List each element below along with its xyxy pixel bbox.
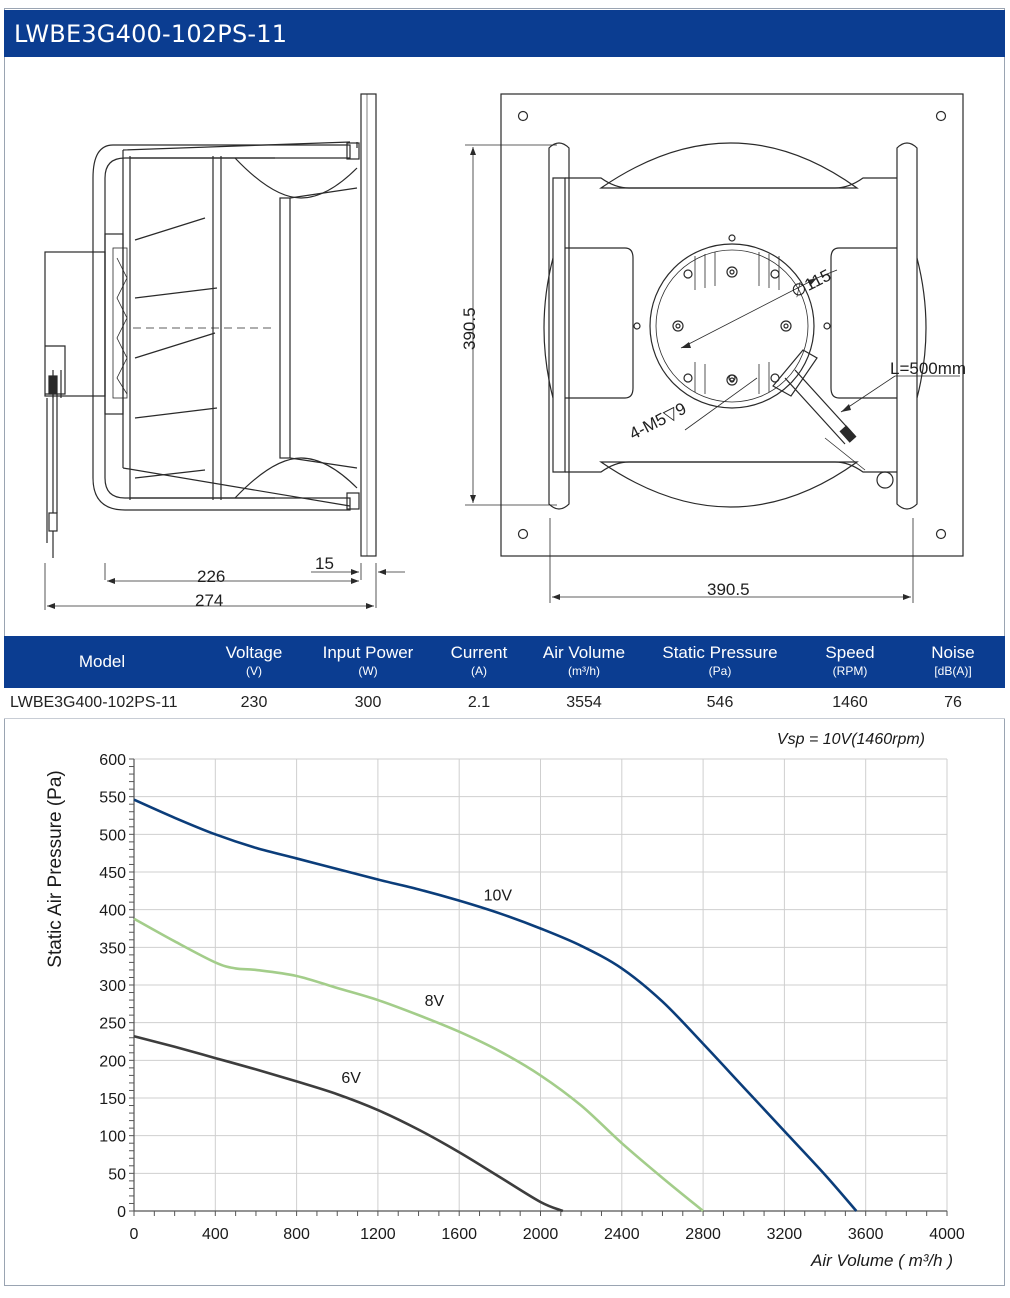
spec-table-header: Model Voltage (V) Input Power (W) Curren… xyxy=(4,636,1005,688)
y-tick-600: 600 xyxy=(99,752,126,769)
series-line-10V xyxy=(133,798,858,1212)
x-tick-0: 0 xyxy=(130,1226,139,1243)
col-static-pressure: Static Pressure (Pa) xyxy=(662,643,778,678)
y-tick-350: 350 xyxy=(99,940,126,957)
series-label-10V: 10V xyxy=(484,888,513,905)
y-tick-150: 150 xyxy=(99,1091,126,1108)
cell-voltage: 230 xyxy=(240,694,268,711)
col-noise: Noise [dB(A)] xyxy=(931,643,975,678)
x-tick-3600: 3600 xyxy=(848,1226,884,1243)
col-speed: Speed (RPM) xyxy=(825,643,875,678)
y-axis-label: Static Air Pressure (Pa) xyxy=(45,770,66,967)
y-tick-500: 500 xyxy=(99,827,126,844)
x-tick-2400: 2400 xyxy=(604,1226,640,1243)
col-voltage: Voltage (V) xyxy=(225,643,283,678)
col-current: Current (A) xyxy=(450,643,508,678)
x-tick-labels: 0 400 800 1200 1600 2000 2400 2800 3200 3600 4000 xyxy=(130,1226,965,1243)
y-tick-550: 550 xyxy=(99,790,126,807)
cell-model: LWBE3G400-102PS-11 xyxy=(10,694,178,711)
y-tick-50: 50 xyxy=(108,1166,126,1183)
cell-input-power: 300 xyxy=(354,694,382,711)
chart-grid xyxy=(133,758,948,1212)
x-tick-1200: 1200 xyxy=(360,1226,396,1243)
col-input-power: Input Power (W) xyxy=(322,643,414,678)
series-line-8V xyxy=(133,917,704,1213)
dim-height-label: 390.5 xyxy=(460,307,479,350)
col-air-volume: Air Volume (m³/h) xyxy=(542,643,626,678)
y-tick-100: 100 xyxy=(99,1129,126,1146)
cell-noise: 76 xyxy=(944,694,962,711)
side-view xyxy=(44,93,405,610)
y-tick-250: 250 xyxy=(99,1016,126,1033)
diameter-label: ∅115 xyxy=(788,266,834,302)
dim-274-label: 274 xyxy=(195,591,223,610)
cell-air-volume: 3554 xyxy=(566,694,602,711)
chart-minor-ticks xyxy=(129,758,948,1216)
series-label-8V: 8V xyxy=(425,993,445,1010)
mount-holes xyxy=(672,266,792,386)
y-tick-labels: 0 50 100 150 200 250 300 350 400 450 500 550 600 xyxy=(99,752,126,1221)
dim-226-label: 226 xyxy=(197,567,225,586)
cell-current: 2.1 xyxy=(467,694,491,711)
x-tick-4000: 4000 xyxy=(929,1226,965,1243)
y-tick-300: 300 xyxy=(99,978,126,995)
x-tick-1600: 1600 xyxy=(441,1226,477,1243)
front-view xyxy=(465,93,964,603)
x-tick-2000: 2000 xyxy=(523,1226,559,1243)
chart-annotation: Vsp = 10V(1460rpm) xyxy=(777,731,925,748)
x-tick-400: 400 xyxy=(202,1226,229,1243)
x-tick-800: 800 xyxy=(283,1226,310,1243)
x-axis-label: Air Volume ( m³/h ) xyxy=(810,1251,953,1270)
holes-label: 4-M5▽9 xyxy=(626,399,689,444)
cell-static-pressure: 546 xyxy=(706,694,734,711)
col-model: Model xyxy=(78,652,126,671)
page-title: LWBE3G400-102PS-11 xyxy=(14,20,288,48)
y-tick-0: 0 xyxy=(117,1204,126,1221)
spec-table-row: LWBE3G400-102PS-11 230 300 2.1 3554 546 … xyxy=(4,688,1005,719)
y-tick-200: 200 xyxy=(99,1053,126,1070)
cell-speed: 1460 xyxy=(832,694,868,711)
x-tick-2800: 2800 xyxy=(685,1226,721,1243)
dim-15-label: 15 xyxy=(315,554,334,573)
performance-chart: 0 50 100 150 200 250 300 350 400 450 500 550 600 0 40… xyxy=(45,731,965,1270)
y-tick-400: 400 xyxy=(99,903,126,920)
series-label-6V: 6V xyxy=(341,1070,361,1087)
y-tick-450: 450 xyxy=(99,865,126,882)
chart-series: 10V 8V 6V xyxy=(133,798,858,1213)
dim-width-label: 390.5 xyxy=(707,580,750,599)
dimension-drawing: 226 15 274 390.5 390.5 ∅115 4-M5▽9 L=500… xyxy=(44,93,966,610)
series-line-6V xyxy=(133,1034,564,1213)
cable-length-label: L=500mm xyxy=(890,359,966,378)
x-tick-3200: 3200 xyxy=(767,1226,803,1243)
title-bar: LWBE3G400-102PS-11 xyxy=(4,10,1005,57)
